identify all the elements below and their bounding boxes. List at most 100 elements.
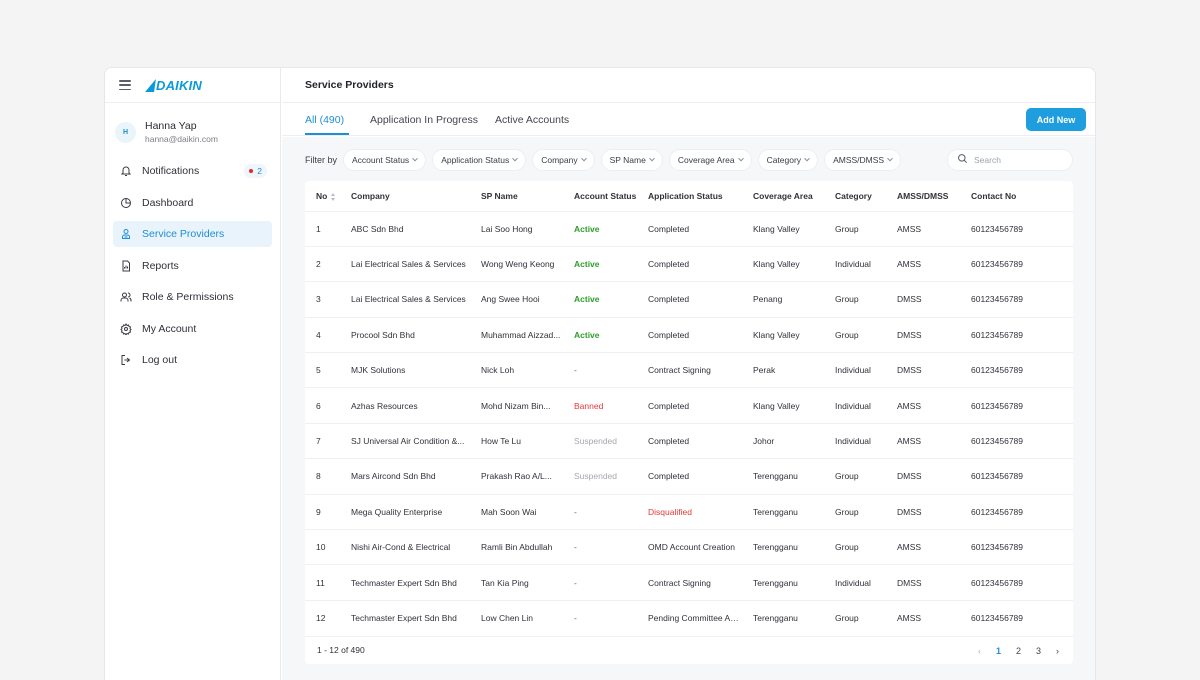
tab-application-in-progress[interactable]: Application In Progress: [370, 114, 478, 126]
sidebar-item-reports[interactable]: Reports: [113, 253, 272, 279]
cell-account-status: Active: [563, 245, 637, 282]
cell-coverage-area: Terengganu: [742, 458, 824, 495]
user-email: hanna@daikin.com: [145, 134, 218, 144]
cell-contact-no: 60123456789: [960, 564, 1073, 601]
table-row[interactable]: 4 Procool Sdn Bhd Muhammad Aizzad... Act…: [305, 316, 1073, 353]
chevron-down-icon: [649, 155, 655, 162]
sidebar-item-label: Reports: [142, 259, 179, 272]
chevron-down-icon: [737, 155, 744, 162]
table-row[interactable]: 8 Mars Aircond Sdn Bhd Prakash Rao A/L..…: [305, 458, 1073, 495]
cell-amss-dmss: AMSS: [886, 422, 960, 459]
column-header-category: Category: [835, 190, 872, 201]
sidebar-item-service-providers[interactable]: Service Providers: [113, 221, 272, 247]
cell-application-status: Contract Signing: [637, 564, 742, 601]
cell-category: Individual: [824, 387, 886, 424]
active-tab-indicator: [305, 133, 349, 135]
sidebar-item-my-account[interactable]: My Account: [113, 316, 272, 342]
users-icon: [119, 290, 133, 304]
table-row[interactable]: 6 Azhas Resources Mohd Nizam Bin... Bann…: [305, 387, 1073, 424]
cell-coverage-area: Klang Valley: [742, 316, 824, 353]
cell-contact-no: 60123456789: [960, 529, 1073, 565]
cell-application-status: Pending Committee Ap...: [637, 599, 742, 636]
filter-company[interactable]: Company: [532, 149, 595, 171]
table-row[interactable]: 7 SJ Universal Air Condition &... How Te…: [305, 422, 1073, 459]
cell-amss-dmss: DMSS: [886, 281, 960, 318]
cell-amss-dmss: AMSS: [886, 599, 960, 636]
cell-company: Techmaster Expert Sdn Bhd: [340, 599, 470, 636]
gear-icon: [119, 322, 133, 336]
cell-application-status: OMD Account Creation: [637, 529, 742, 565]
cell-account-status: Active: [563, 316, 637, 353]
filter-coverage-area[interactable]: Coverage Area: [668, 149, 752, 171]
cell-company: Procool Sdn Bhd: [340, 316, 470, 353]
table-footer: 1 - 12 of 490 ‹ 1 2 3 ›: [305, 635, 1073, 664]
cell-amss-dmss: DMSS: [886, 316, 960, 353]
page-button-2[interactable]: 2: [1015, 645, 1021, 656]
cell-sp-name: Mohd Nizam Bin...: [470, 387, 563, 424]
chevron-down-icon: [887, 155, 893, 162]
filter-category[interactable]: Category: [757, 149, 819, 171]
pagination-range: 1 - 12 of 490: [317, 645, 365, 656]
cell-no: 2: [305, 245, 340, 282]
filter-label: Filter by: [305, 155, 338, 165]
cell-coverage-area: Klang Valley: [742, 245, 824, 282]
cell-category: Group: [824, 210, 886, 247]
table-row[interactable]: 1 ABC Sdn Bhd Lai Soo Hong Active Comple…: [305, 210, 1073, 247]
table-row[interactable]: 10 Nishi Air-Cond & Electrical Ramli Bin…: [305, 529, 1073, 565]
filter-amss-dmss[interactable]: AMSS/DMSS: [824, 149, 902, 171]
sidebar-item-label: Role & Permissions: [142, 291, 234, 303]
cell-account-status: -: [563, 599, 637, 636]
bell-icon: [119, 164, 133, 178]
filter-application-status[interactable]: Application Status: [432, 149, 527, 171]
table-row[interactable]: 11 Techmaster Expert Sdn Bhd Tan Kia Pin…: [305, 564, 1073, 601]
cell-amss-dmss: DMSS: [886, 458, 960, 495]
page-button-1[interactable]: 1: [995, 645, 1001, 656]
user-name: Hanna Yap: [145, 120, 197, 132]
cell-category: Individual: [824, 422, 886, 459]
tab-all[interactable]: All (490): [305, 114, 345, 126]
table-row[interactable]: 2 Lai Electrical Sales & Services Wong W…: [305, 245, 1073, 282]
sort-icon[interactable]: [331, 192, 336, 201]
cell-no: 10: [305, 529, 340, 565]
column-header-coverage-area: Coverage Area: [753, 190, 813, 201]
chevron-right-icon[interactable]: ›: [1056, 645, 1059, 656]
sidebar: DAIKIN H Hanna Yap hanna@daikin.com Noti…: [105, 68, 281, 680]
sidebar-item-log-out[interactable]: Log out: [113, 347, 272, 373]
sidebar-item-role-permissions[interactable]: Role & Permissions: [113, 284, 272, 310]
cell-company: Azhas Resources: [340, 387, 470, 424]
sidebar-item-label: My Account: [142, 322, 197, 335]
filter-account-status[interactable]: Account Status: [343, 149, 427, 171]
cell-account-status: -: [563, 352, 637, 388]
cell-no: 12: [305, 599, 340, 636]
tab-active-accounts[interactable]: Active Accounts: [495, 114, 570, 126]
cell-application-status: Completed: [637, 210, 742, 247]
page-button-3[interactable]: 3: [1035, 645, 1041, 656]
cell-sp-name: Low Chen Lin: [470, 599, 563, 636]
table-row[interactable]: 5 MJK Solutions Nick Loh - Contract Sign…: [305, 352, 1073, 388]
cell-account-status: Active: [563, 281, 637, 318]
daikin-logo[interactable]: DAIKIN: [145, 77, 202, 93]
search-input[interactable]: [974, 155, 1064, 165]
add-new-button[interactable]: Add New: [1026, 108, 1086, 131]
cell-company: Mars Aircond Sdn Bhd: [340, 458, 470, 495]
table-row[interactable]: 12 Techmaster Expert Sdn Bhd Low Chen Li…: [305, 599, 1073, 636]
cell-sp-name: Prakash Rao A/L...: [470, 458, 563, 495]
search-icon: [957, 151, 968, 169]
page-title: Service Providers: [282, 68, 1095, 103]
cell-sp-name: Ramli Bin Abdullah: [470, 529, 563, 565]
sidebar-item-dashboard[interactable]: Dashboard: [113, 190, 272, 216]
logout-icon: [119, 353, 133, 367]
table-row[interactable]: 9 Mega Quality Enterprise Mah Soon Wai -…: [305, 493, 1073, 530]
avatar: H: [115, 122, 136, 143]
table-row[interactable]: 3 Lai Electrical Sales & Services Ang Sw…: [305, 281, 1073, 318]
search-box[interactable]: [947, 149, 1073, 171]
cell-company: SJ Universal Air Condition &...: [340, 422, 470, 459]
cell-category: Group: [824, 458, 886, 495]
sidebar-item-notifications[interactable]: Notifications 2: [113, 158, 272, 184]
cell-category: Individual: [824, 352, 886, 388]
menu-icon[interactable]: [119, 80, 131, 90]
cell-no: 7: [305, 422, 340, 459]
column-header-no[interactable]: No: [305, 181, 340, 211]
chevron-left-icon[interactable]: ‹: [977, 645, 981, 656]
filter-sp-name[interactable]: SP Name: [600, 149, 663, 171]
